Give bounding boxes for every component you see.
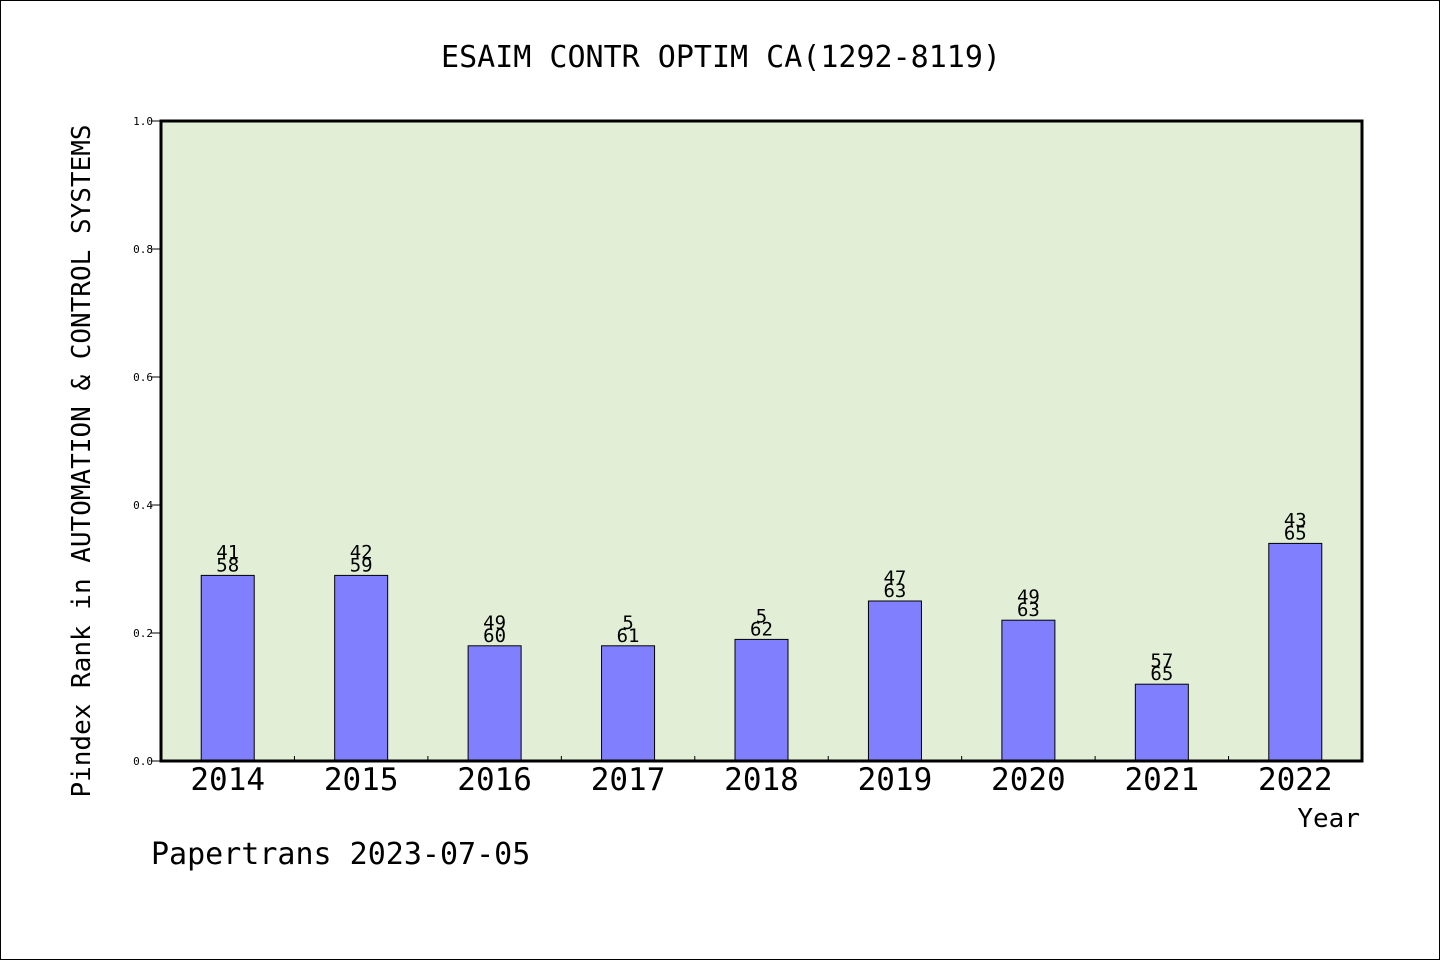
bar-rank-label: 43: [1284, 509, 1307, 531]
bar-2014: [200, 574, 255, 762]
y-axis-label: Pindex Rank in AUTOMATION & CONTROL SYST…: [67, 124, 97, 797]
bar-total-label: 59: [350, 554, 373, 576]
bar-2020: [1001, 619, 1056, 762]
bar-rank-label: 41: [216, 541, 239, 563]
y-tick-label: 0.0: [133, 755, 153, 768]
bar-2019: [867, 600, 922, 762]
x-tick-label: 2016: [457, 762, 532, 798]
x-tick-label: 2022: [1258, 762, 1333, 798]
x-tick-label: 2014: [190, 762, 265, 798]
x-tick-label: 2017: [591, 762, 666, 798]
bar-2015: [334, 574, 389, 762]
y-tick-label: 0.4: [133, 499, 153, 512]
bar-total-label: 58: [216, 554, 239, 576]
bar-rank-label: 42: [350, 541, 373, 563]
chart-title: ESAIM CONTR OPTIM CA(1292-8119): [441, 40, 1001, 75]
bar-total-label: 62: [750, 618, 773, 640]
x-axis-label: Year: [1297, 804, 1360, 834]
bar-2022: [1268, 542, 1323, 762]
y-axis-ticks: 0.0 0.2 0.4 0.6 0.8 1.0: [133, 115, 161, 768]
bar-total-label: 63: [1017, 599, 1040, 621]
bar-total-label: 63: [883, 580, 906, 602]
bar-2021: [1134, 683, 1189, 762]
bar-2016: [467, 645, 522, 762]
bar-total-label: 60: [483, 625, 506, 647]
x-tick-label: 2018: [724, 762, 799, 798]
plot-border: [159, 119, 1364, 763]
bar-total-label: 65: [1150, 663, 1173, 685]
bar-total-label: 65: [1284, 522, 1307, 544]
bar-rank-label: 5: [622, 612, 633, 634]
x-tick-label: 2020: [991, 762, 1066, 798]
y-tick-label: 0.6: [133, 371, 153, 384]
x-tick-label: 2019: [858, 762, 933, 798]
x-tick-label: 2015: [324, 762, 399, 798]
bar-rank-label: 57: [1150, 650, 1173, 672]
bar-rank-label: 5: [756, 605, 767, 627]
bar-rank-label: 49: [1017, 586, 1040, 608]
y-tick-label: 0.8: [133, 243, 153, 256]
x-axis-ticks: 2014 2015 2016 2017 2018 2019 2020 2021 2022: [190, 756, 1333, 798]
bars: [200, 542, 1323, 762]
bar-total-label: 61: [617, 625, 640, 647]
y-tick-label: 1.0: [133, 115, 153, 128]
bar-rank-label: 47: [883, 567, 906, 589]
bar-2018: [734, 638, 789, 762]
footer-credit: Papertrans 2023-07-05: [151, 837, 530, 872]
bar-2017: [601, 645, 656, 762]
y-tick-label: 0.2: [133, 627, 153, 640]
bar-rank-label: 49: [483, 612, 506, 634]
x-tick-label: 2021: [1125, 762, 1200, 798]
